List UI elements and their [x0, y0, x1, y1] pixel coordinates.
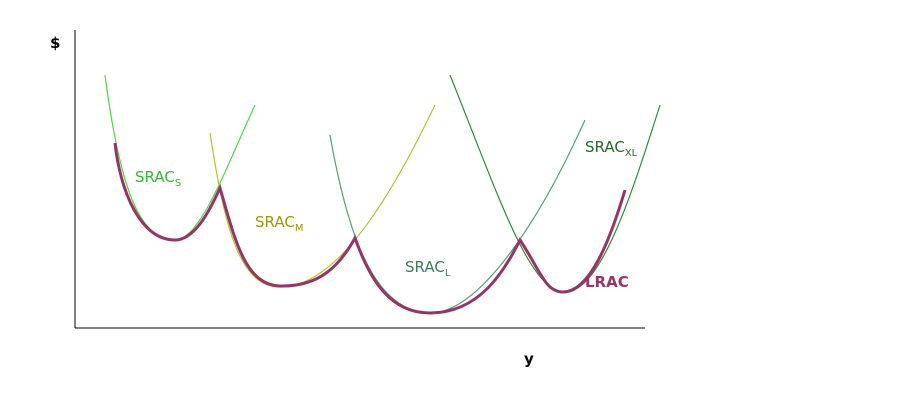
- y-axis-label: $: [50, 34, 60, 52]
- subscript: S: [175, 178, 181, 189]
- subscript: L: [445, 268, 451, 279]
- lrac-curve: [113, 142, 627, 315]
- lrac-label: LRAC: [585, 273, 629, 291]
- label: SRAC: [585, 138, 625, 156]
- label: SRAC: [255, 213, 295, 231]
- srac-s-label: SRACS: [135, 168, 181, 189]
- subscript: M: [295, 223, 304, 234]
- srac-xl-label: SRACXL: [585, 138, 638, 159]
- subscript: XL: [625, 148, 638, 159]
- srac-s-curve: [104, 74, 256, 241]
- srac-l-label: SRACL: [405, 258, 451, 279]
- x-axis-label: y: [524, 350, 534, 368]
- label: SRAC: [135, 168, 175, 186]
- label: SRAC: [405, 258, 445, 276]
- srac-m-label: SRACM: [255, 213, 303, 234]
- srac-xl-curve: [449, 74, 661, 293]
